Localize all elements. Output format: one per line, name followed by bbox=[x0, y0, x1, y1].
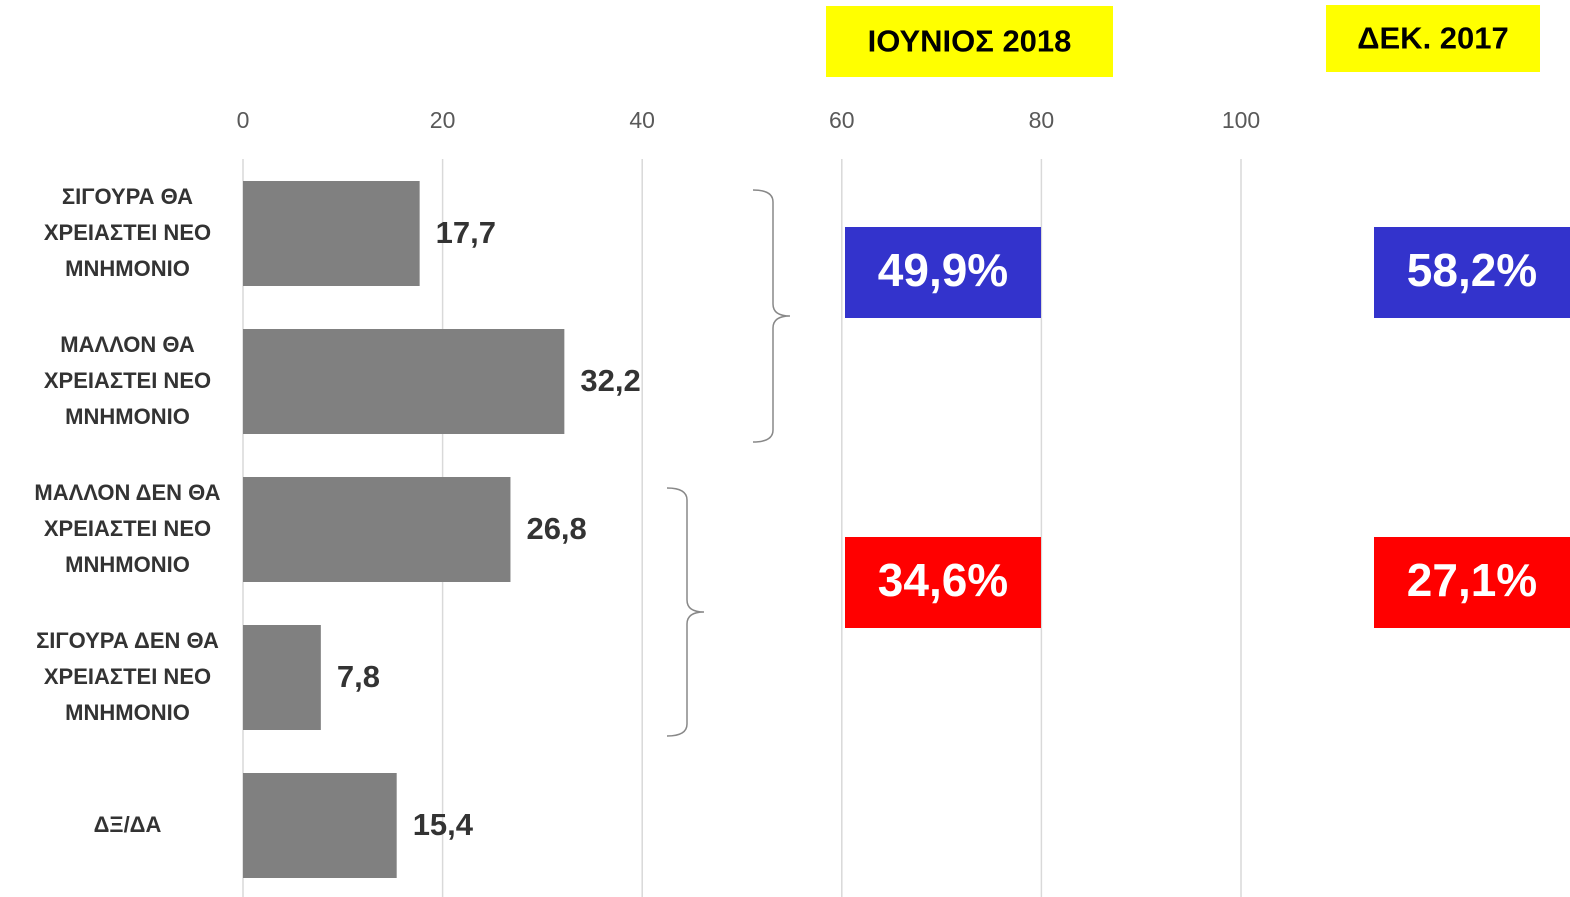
y-tick-label: ΣΙΓΟΥΡΑ ΘΑ ΧΡΕΙΑΣΤΕΙ ΝΕΟ ΜΝΗΜΟΝΙΟ bbox=[43, 184, 212, 281]
summary-box bbox=[845, 537, 1041, 628]
summary-label: 27,1% bbox=[1407, 554, 1537, 606]
x-tick-label: 100 bbox=[1222, 107, 1260, 133]
value-label: 17,7 bbox=[436, 215, 496, 250]
bar bbox=[243, 329, 565, 434]
bar bbox=[243, 773, 397, 878]
summary-label: 49,9% bbox=[878, 244, 1008, 296]
summary-box bbox=[1374, 227, 1570, 318]
y-tick-label: ΔΞ/ΔΑ bbox=[93, 812, 162, 837]
value-label: 7,8 bbox=[337, 659, 380, 694]
header-box bbox=[1326, 5, 1540, 72]
x-tick-label: 60 bbox=[829, 107, 855, 133]
bar bbox=[243, 477, 511, 582]
summary-box bbox=[845, 227, 1041, 318]
column-header: ΙΟΥΝΙΟΣ 2018 bbox=[868, 24, 1072, 59]
bar bbox=[243, 181, 420, 286]
column-header: ΔΕΚ. 2017 bbox=[1357, 21, 1509, 56]
bar bbox=[243, 625, 321, 730]
y-tick-label: ΜΑΛΛΟΝ ΘΑ ΧΡΕΙΑΣΤΕΙ ΝΕΟ ΜΝΗΜΟΝΙΟ bbox=[43, 332, 212, 429]
value-label: 32,2 bbox=[580, 363, 640, 398]
brace bbox=[666, 487, 705, 737]
y-tick-label: ΜΑΛΛΟΝ ΔΕΝ ΘΑ ΧΡΕΙΑΣΤΕΙ ΝΕΟ ΜΝΗΜΟΝΙΟ bbox=[34, 480, 221, 577]
value-label: 15,4 bbox=[413, 807, 474, 842]
y-tick-label: ΣΙΓΟΥΡΑ ΔΕΝ ΘΑ ΧΡΕΙΑΣΤΕΙ ΝΕΟ ΜΝΗΜΟΝΙΟ bbox=[36, 628, 219, 725]
x-tick-label: 40 bbox=[629, 107, 655, 133]
header-box bbox=[826, 6, 1113, 77]
x-tick-label: 20 bbox=[430, 107, 456, 133]
summary-label: 58,2% bbox=[1407, 244, 1537, 296]
value-label: 26,8 bbox=[526, 511, 586, 546]
summary-box bbox=[1374, 537, 1570, 628]
summary-label: 34,6% bbox=[878, 554, 1008, 606]
x-tick-label: 80 bbox=[1029, 107, 1055, 133]
x-tick-label: 0 bbox=[237, 107, 250, 133]
brace bbox=[752, 189, 791, 443]
